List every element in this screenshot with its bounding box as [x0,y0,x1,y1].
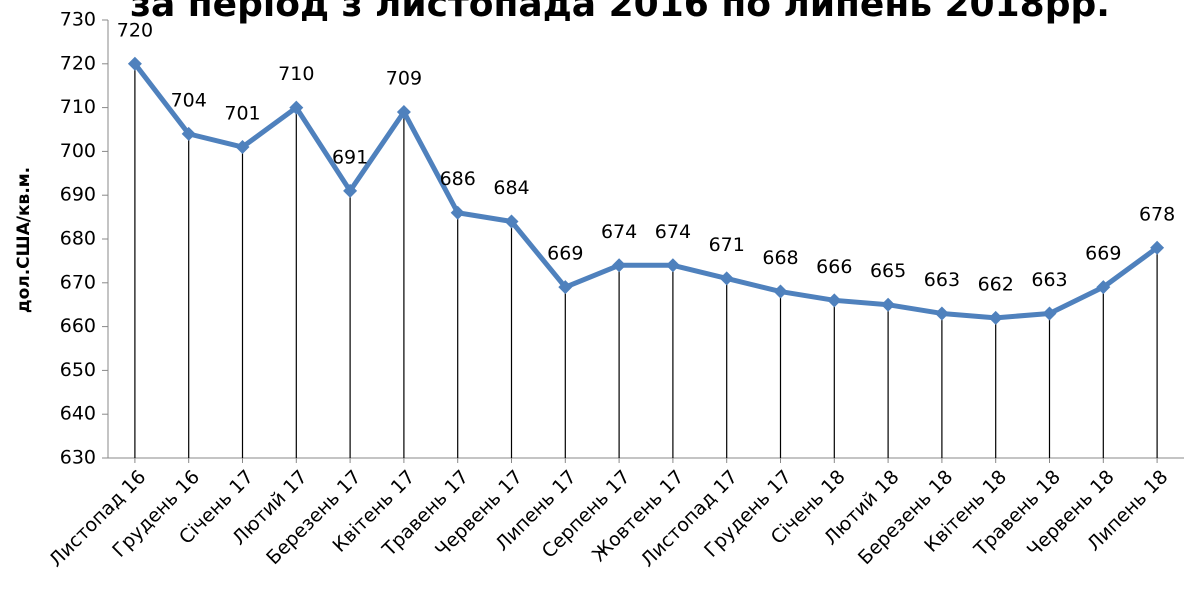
data-label: 671 [709,234,745,256]
data-label: 678 [1139,203,1175,225]
data-label: 709 [386,67,422,89]
y-tick-label: 630 [60,447,96,469]
y-tick-label: 660 [60,315,96,337]
marker [934,306,949,321]
marker [665,258,680,273]
marker [1150,240,1165,255]
data-label: 701 [224,103,260,125]
data-label: 669 [547,243,583,265]
data-label: 669 [1085,243,1121,265]
marker [558,280,573,295]
y-tick-label: 680 [60,228,96,250]
y-tick-label: 710 [60,96,96,118]
line [132,62,1159,321]
y-axis-label: дол.США/кв.м. [14,167,34,313]
marker [988,310,1003,325]
marker [343,183,358,198]
data-label: 674 [601,221,637,243]
x-tick-label: Березень 18 [854,466,957,569]
data-label: 684 [493,177,529,199]
data-label: 665 [870,260,906,282]
marker [235,140,250,155]
marker [881,297,896,312]
data-label: 668 [762,247,798,269]
data-label: 704 [171,89,207,111]
data-label: 662 [978,273,1014,295]
y-tick-label: 690 [60,184,96,206]
y-tick-label: 700 [60,140,96,162]
data-label: 663 [1031,269,1067,291]
marker [504,214,519,229]
marker [1042,306,1057,321]
y-tick-label: 650 [60,359,96,381]
data-label: 674 [655,221,691,243]
y-tick-label: 730 [60,9,96,31]
y-tick-label: 670 [60,271,96,293]
data-label: 691 [332,146,368,168]
x-tick-label: Березень 17 [262,466,365,569]
marker [289,100,304,115]
chart-title: за період з листопада 2016 по липень 201… [130,0,1110,25]
data-label: 663 [924,269,960,291]
marker [396,104,411,119]
marker [827,293,842,308]
marker [612,258,627,273]
data-label: 666 [816,256,852,278]
data-label: 686 [440,168,476,190]
marker [127,56,142,71]
marker [773,284,788,299]
marker [719,271,734,286]
data-label: 710 [278,63,314,85]
marker [450,205,465,220]
y-tick-label: 720 [60,52,96,74]
marker [181,126,196,141]
data-label: 720 [117,19,153,41]
y-tick-label: 640 [60,403,96,425]
marker [1096,280,1111,295]
